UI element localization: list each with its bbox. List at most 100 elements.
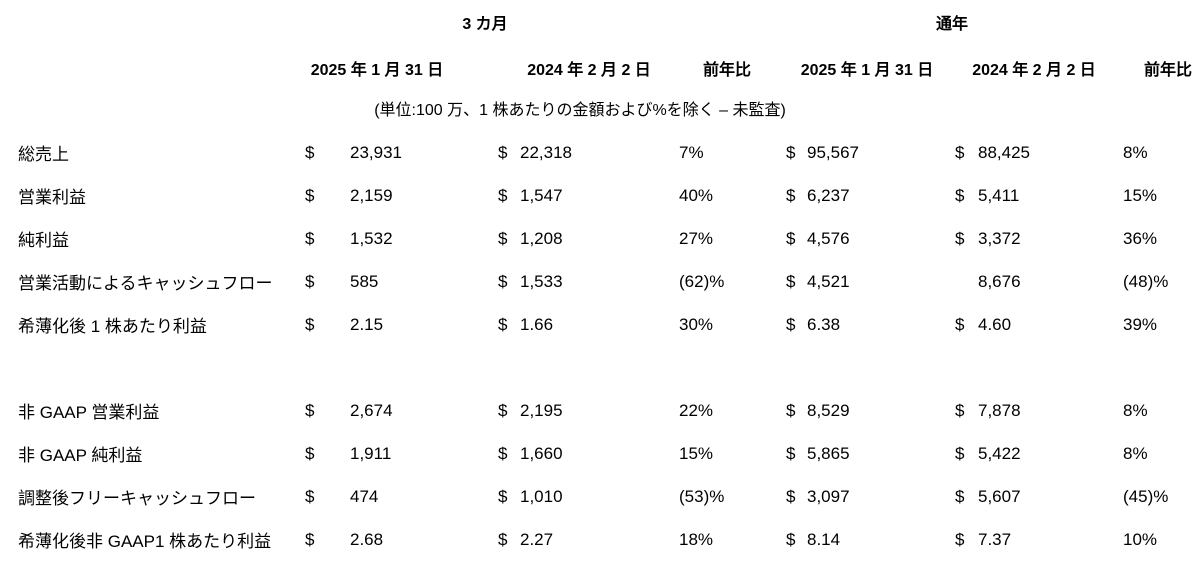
table-body: 総売上 $ 23,931 $ 22,318 7% $ 95,567 $ 88,4… [0,131,1200,561]
value-fy-2025: 4,576 [807,228,850,248]
currency-symbol: $ [955,400,965,420]
currency-symbol: $ [498,314,508,334]
currency-symbol: $ [305,443,315,463]
value-q-yoy: (62)% [679,271,725,291]
value-fy-2025: 6,237 [807,185,850,205]
row-label: 非 GAAP 純利益 [18,446,143,465]
value-q-2024: 2,195 [520,400,563,420]
table-row: 純利益 $ 1,532 $ 1,208 27% $ 4,576 $ 3,372 … [0,217,1200,260]
value-fy-yoy: 10% [1123,529,1158,549]
row-label: 営業利益 [18,188,86,207]
value-fy-yoy: 8% [1123,400,1148,420]
value-fy-2024: 7,878 [978,400,1021,420]
currency-symbol: $ [786,400,796,420]
currency-symbol: $ [786,443,796,463]
table-row: 非 GAAP 営業利益 $ 2,674 $ 2,195 22% $ 8,529 … [0,389,1200,432]
value-q-2024: 22,318 [520,142,572,162]
table-row: 希薄化後非 GAAP1 株あたり利益 $ 2.68 $ 2.27 18% $ 8… [0,518,1200,561]
value-q-2025: 2,159 [350,185,393,205]
value-q-2025: 1,532 [350,228,393,248]
table-row: 調整後フリーキャッシュフロー $ 474 $ 1,010 (53)% $ 3,0… [0,475,1200,518]
value-q-2025: 23,931 [350,142,402,162]
value-q-yoy: 15% [679,443,714,463]
row-label: 総売上 [18,145,69,164]
value-q-yoy: 7% [679,142,704,162]
currency-symbol: $ [955,314,965,334]
value-fy-2024: 8,676 [978,271,1021,291]
row-label: 希薄化後非 GAAP1 株あたり利益 [18,532,272,551]
table-row: 総売上 $ 23,931 $ 22,318 7% $ 95,567 $ 88,4… [0,131,1200,174]
value-fy-2024: 4.60 [978,314,1012,334]
value-fy-2024: 5,607 [978,486,1021,506]
currency-symbol: $ [305,142,315,162]
value-fy-2024: 3,372 [978,228,1021,248]
column-header-q-2025-01-31: 2025 年 1 月 31 日 [310,62,444,79]
value-q-yoy: (53)% [679,486,725,506]
currency-symbol: $ [786,271,796,291]
column-header-fy-2025-01-31: 2025 年 1 月 31 日 [800,62,934,79]
row-label: 非 GAAP 営業利益 [18,403,160,422]
currency-symbol: $ [786,228,796,248]
value-fy-2024: 88,425 [978,142,1030,162]
value-fy-2025: 5,865 [807,443,850,463]
currency-symbol: $ [305,314,315,334]
value-q-2024: 1.66 [520,314,554,334]
value-fy-yoy: (45)% [1123,486,1169,506]
currency-symbol: $ [955,142,965,162]
value-q-2025: 2.15 [350,314,384,334]
value-q-2024: 2.27 [520,529,554,549]
column-header-q-2024-02-02: 2024 年 2 月 2 日 [527,62,651,79]
currency-symbol: $ [786,142,796,162]
column-header-fy-2024-02-02: 2024 年 2 月 2 日 [972,62,1096,79]
currency-symbol: $ [786,529,796,549]
currency-symbol: $ [498,529,508,549]
value-q-yoy: 22% [679,400,714,420]
currency-symbol: $ [498,400,508,420]
value-q-yoy: 18% [679,529,714,549]
value-fy-yoy: 36% [1123,228,1158,248]
value-q-yoy: 40% [679,185,714,205]
currency-symbol: $ [498,443,508,463]
value-fy-yoy: 15% [1123,185,1158,205]
value-fy-2024: 5,411 [978,185,1020,205]
value-fy-2025: 4,521 [807,271,850,291]
value-fy-2025: 8,529 [807,400,850,420]
currency-symbol: $ [305,400,315,420]
table-row: 希薄化後 1 株あたり利益 $ 2.15 $ 1.66 30% $ 6.38 $… [0,303,1200,346]
currency-symbol: $ [498,185,508,205]
currency-symbol: $ [955,486,965,506]
value-fy-yoy: 39% [1123,314,1158,334]
period-header-3-months: 3 カ月 [462,16,508,33]
table-row: 営業活動によるキャッシュフロー $ 585 $ 1,533 (62)% $ 4,… [0,260,1200,303]
row-label: 営業活動によるキャッシュフロー [18,274,273,293]
unit-note: (単位:100 万、1 株あたりの金額および%を除く – 未監査) [374,102,786,119]
value-q-2024: 1,547 [520,185,563,205]
value-q-2025: 474 [350,486,379,506]
currency-symbol: $ [955,529,965,549]
value-q-2024: 1,010 [520,486,563,506]
value-fy-2025: 6.38 [807,314,841,334]
value-fy-2024: 7.37 [978,529,1012,549]
value-q-yoy: 27% [679,228,714,248]
currency-symbol: $ [786,486,796,506]
value-fy-yoy: 8% [1123,142,1148,162]
value-q-yoy: 30% [679,314,714,334]
row-label: 希薄化後 1 株あたり利益 [18,317,207,336]
value-q-2025: 2.68 [350,529,384,549]
row-spacer [0,346,1200,389]
currency-symbol: $ [498,271,508,291]
currency-symbol: $ [498,486,508,506]
currency-symbol: $ [305,271,315,291]
currency-symbol: $ [305,185,315,205]
value-fy-yoy: (48)% [1123,271,1169,291]
value-fy-2025: 8.14 [807,529,841,549]
currency-symbol: $ [305,529,315,549]
column-header-q-yoy: 前年比 [702,62,752,79]
currency-symbol: $ [955,228,965,248]
value-q-2024: 1,208 [520,228,563,248]
value-fy-2025: 3,097 [807,486,850,506]
table-row: 非 GAAP 純利益 $ 1,911 $ 1,660 15% $ 5,865 $… [0,432,1200,475]
period-header-full-year: 通年 [935,16,969,33]
currency-symbol: $ [305,228,315,248]
